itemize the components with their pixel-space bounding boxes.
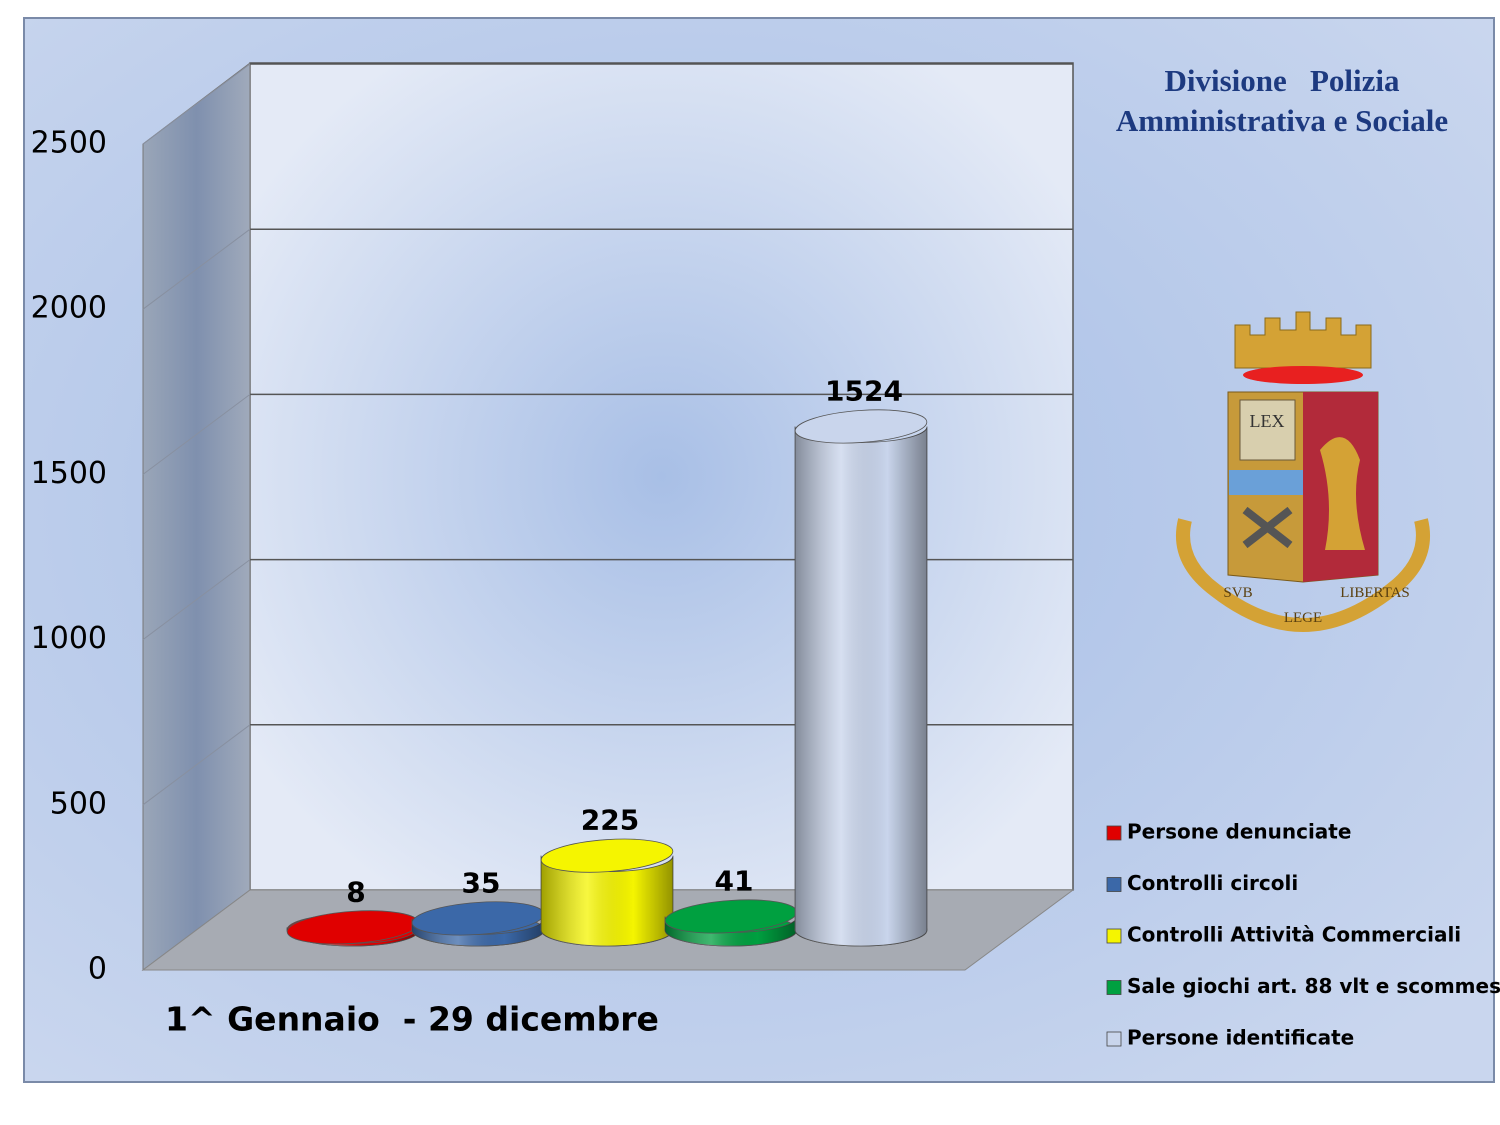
legend-label: Controlli Attività Commerciali	[1127, 923, 1461, 947]
value-label: 35	[462, 866, 501, 899]
legend-label: Persone denunciate	[1127, 820, 1351, 844]
y-tick-label: 500	[50, 786, 107, 821]
cylinder-shade	[665, 916, 797, 946]
chart-title: Divisione Polizia	[1164, 63, 1400, 98]
legend-label: Sale giochi art. 88 vlt e scommesse	[1127, 974, 1500, 998]
cylinder-shade	[541, 855, 673, 946]
value-label: 41	[715, 864, 754, 897]
grid-line	[142, 393, 251, 475]
emblem: LEX SVB LEGE LIBERTAS	[1176, 311, 1430, 633]
emblem-text: LEX	[1250, 411, 1285, 431]
legend-swatch	[1106, 980, 1122, 995]
legend-label: Persone identificate	[1127, 1026, 1354, 1050]
value-label: 225	[581, 804, 639, 837]
value-label: 1524	[825, 374, 903, 407]
legend-swatch	[1106, 877, 1122, 892]
grid-line	[142, 559, 251, 641]
y-tick-label: 2000	[31, 291, 107, 326]
value-label: 8	[346, 875, 365, 908]
y-tick-label: 1500	[31, 456, 107, 491]
cylinder-shade	[795, 426, 927, 946]
y-tick-label: 1000	[31, 621, 107, 656]
cylinder-shade	[412, 918, 544, 946]
y-tick-label: 2500	[31, 126, 107, 161]
legend-swatch	[1106, 928, 1122, 944]
legend-label: Controlli circoli	[1127, 871, 1298, 895]
y-tick-label: 0	[88, 952, 107, 987]
cylinder-top	[540, 838, 674, 873]
grid-line	[142, 63, 251, 145]
legend-swatch	[1106, 1031, 1122, 1047]
subtitle: 1^ Gennaio - 29 dicembre	[165, 1000, 659, 1039]
back-wall	[249, 62, 1074, 891]
grid-line	[142, 724, 251, 806]
chart-title: Amministrativa e Sociale	[1116, 103, 1448, 138]
emblem-text: SVB	[1223, 585, 1252, 601]
legend-swatch	[1106, 825, 1122, 841]
emblem-text: LEGE	[1284, 610, 1322, 626]
grid-line	[142, 228, 251, 310]
cylinder-top	[794, 409, 928, 444]
emblem-text: LIBERTAS	[1340, 585, 1410, 601]
left-wall	[142, 61, 251, 971]
